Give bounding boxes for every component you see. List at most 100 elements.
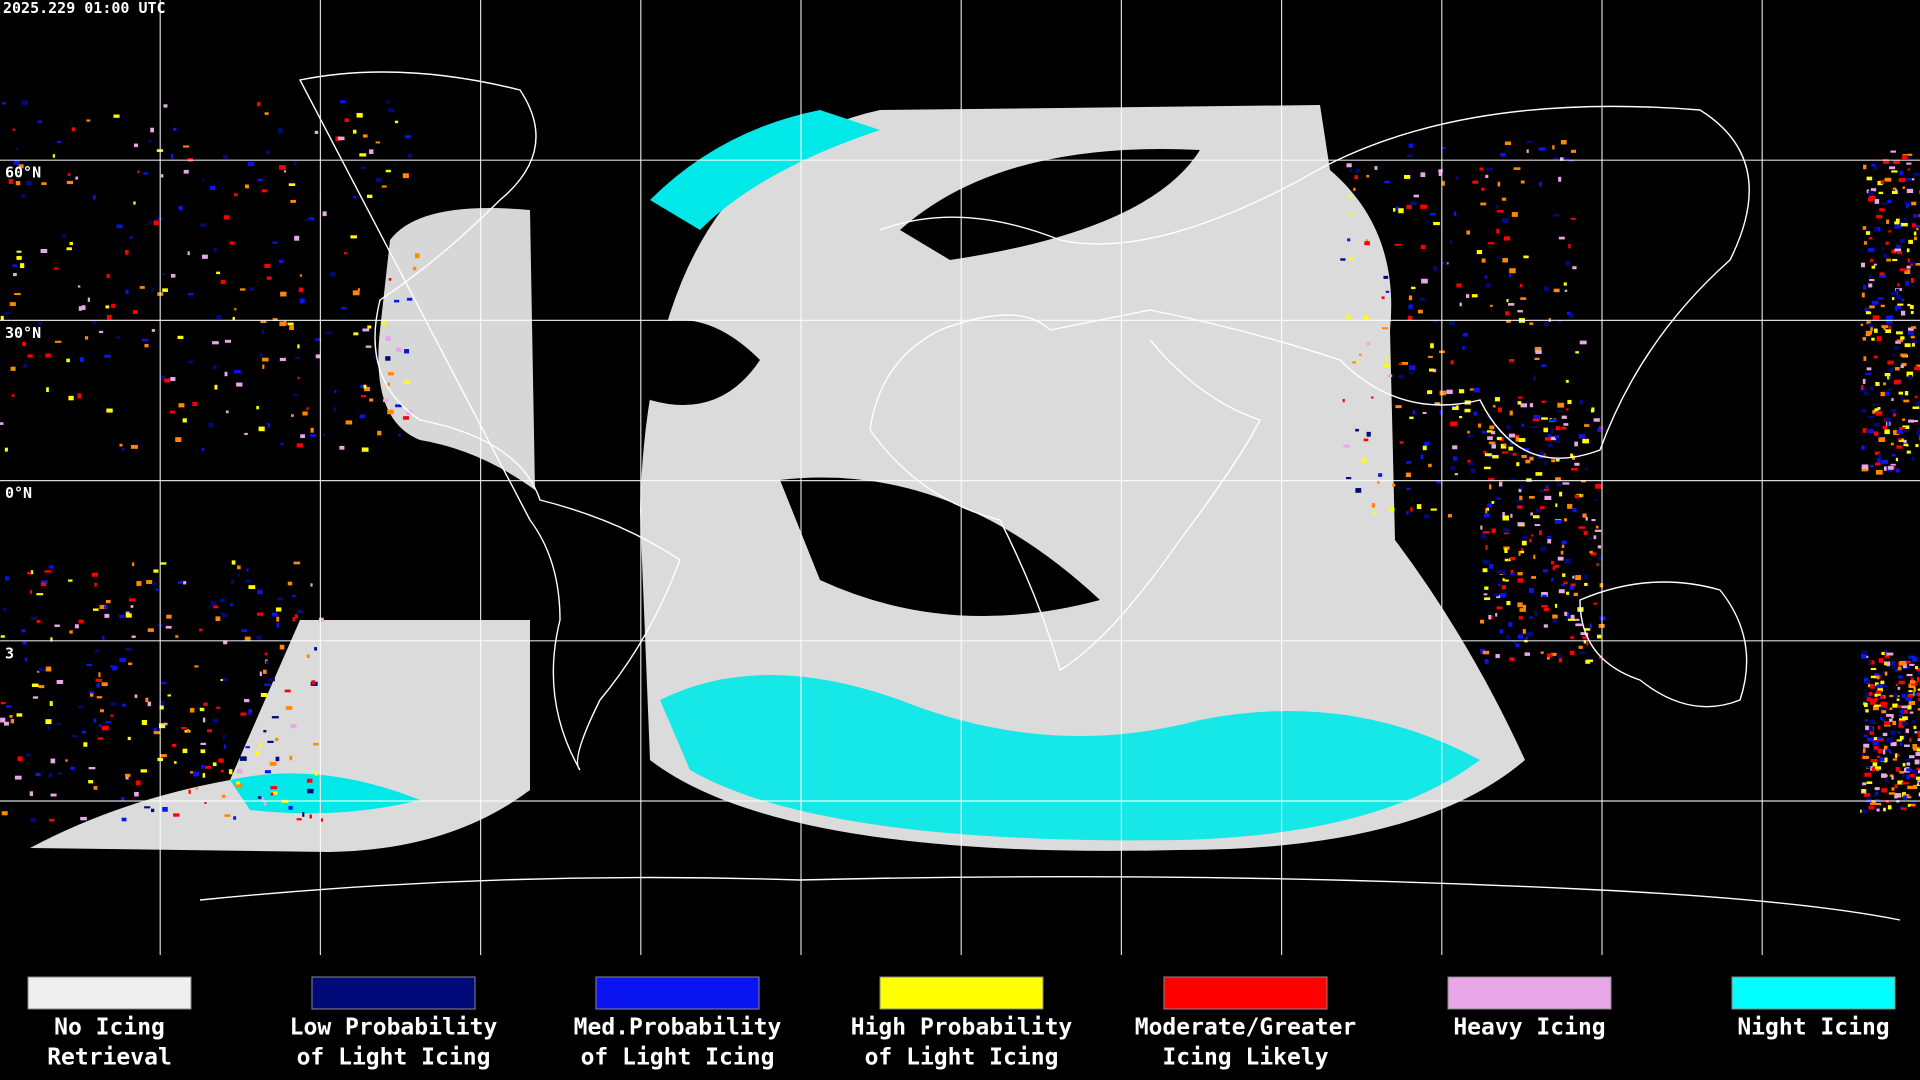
speckle-dot [122,448,125,451]
speckle-dot [133,201,136,205]
speckle-dot [125,289,129,294]
speckle-dot [1566,591,1570,595]
speckle-dot [14,293,21,296]
speckle-dot [137,170,140,174]
speckle-dot [1467,434,1474,437]
speckle-dot [363,384,367,389]
speckle-dot [199,628,203,632]
speckle-dot [1867,429,1874,434]
speckle-dot [1909,803,1916,806]
speckle-dot [1878,437,1886,442]
speckle-dot [1469,388,1474,391]
speckle-dot [1584,424,1590,427]
speckle-dot [1881,773,1887,778]
speckle-dot [1892,665,1897,669]
speckle-dot [352,129,357,134]
speckle-dot [1482,650,1490,655]
speckle-dot [377,430,382,436]
speckle-dot [1895,753,1898,759]
speckle-dot [388,372,394,376]
speckle-dot [1362,458,1367,464]
speckle-dot [1501,197,1507,201]
speckle-dot [1911,801,1917,804]
speckle-dot [61,234,67,238]
speckle-dot [1869,386,1874,391]
speckle-dot [1438,172,1442,177]
speckle-dot [1550,418,1557,422]
speckle-dot [1505,311,1510,316]
speckle-dot [1884,391,1890,396]
speckle-dot [1398,486,1401,489]
latitude-label: 60°N [5,164,41,182]
speckle-dot [293,161,297,166]
speckle-dot [1346,195,1353,198]
speckle-dot [223,744,227,749]
speckle-dot [1916,430,1920,436]
speckle-dot [160,562,167,565]
speckle-dot [288,183,296,187]
legend-label: Retrieval [47,1045,172,1071]
speckle-dot [171,743,177,747]
speckle-dot [299,274,303,277]
speckle-dot [1585,467,1589,471]
speckle-dot [125,613,132,618]
speckle-dot [131,635,136,638]
speckle-dot [236,768,243,774]
speckle-dot [1881,710,1887,714]
speckle-dot [153,569,159,573]
speckle-dot [1891,730,1896,735]
speckle-dot [1891,249,1897,254]
speckle-dot [86,663,93,667]
speckle-dot [1557,402,1565,408]
speckle-dot [360,166,367,170]
speckle-dot [1909,663,1915,666]
speckle-dot [1900,310,1906,316]
speckle-dot [178,403,185,408]
speckle-dot [1504,141,1512,146]
speckle-dot [69,241,73,246]
speckle-dot [231,579,235,585]
speckle-dot [1879,757,1885,762]
speckle-dot [96,683,100,688]
speckle-dot [1398,362,1403,366]
speckle-dot [1900,222,1908,227]
speckle-dot [314,770,318,776]
speckle-dot [407,153,413,158]
speckle-dot [237,565,241,570]
speckle-dot [1521,423,1525,428]
speckle-dot [364,386,371,392]
speckle-dot [183,145,190,148]
speckle-dot [130,605,134,608]
speckle-dot [1452,445,1458,450]
speckle-dot [1541,364,1547,368]
speckle-dot [1884,372,1891,377]
speckle-dot [1905,697,1912,702]
speckle-dot [1358,353,1362,356]
speckle-dot [88,766,96,770]
speckle-dot [81,730,87,734]
speckle-dot [1407,315,1413,321]
speckle-dot [334,390,337,393]
latitude-labels: 60°N 30°N 0°N 3 [5,164,41,663]
speckle-dot [297,376,300,380]
speckle-dot [1866,367,1872,371]
speckle-dot [1535,472,1543,476]
speckle-dot [1894,795,1898,799]
speckle-dot [119,443,123,447]
speckle-dot [1585,659,1591,664]
speckle-dot [1447,514,1452,518]
speckle-dot [1523,255,1529,259]
speckle-dot [1908,327,1914,331]
speckle-dot [1488,478,1495,481]
speckle-dot [1522,604,1527,609]
speckle-dot [247,161,255,167]
speckle-dot [218,758,224,763]
speckle-dot [1512,434,1519,438]
speckle-dot [1529,456,1534,461]
speckle-dot [1346,477,1352,480]
speckle-dot [1508,622,1513,627]
speckle-dot [1383,364,1390,368]
speckle-dot [1567,618,1575,621]
speckle-dot [1888,374,1892,379]
speckle-dot [1421,278,1428,284]
